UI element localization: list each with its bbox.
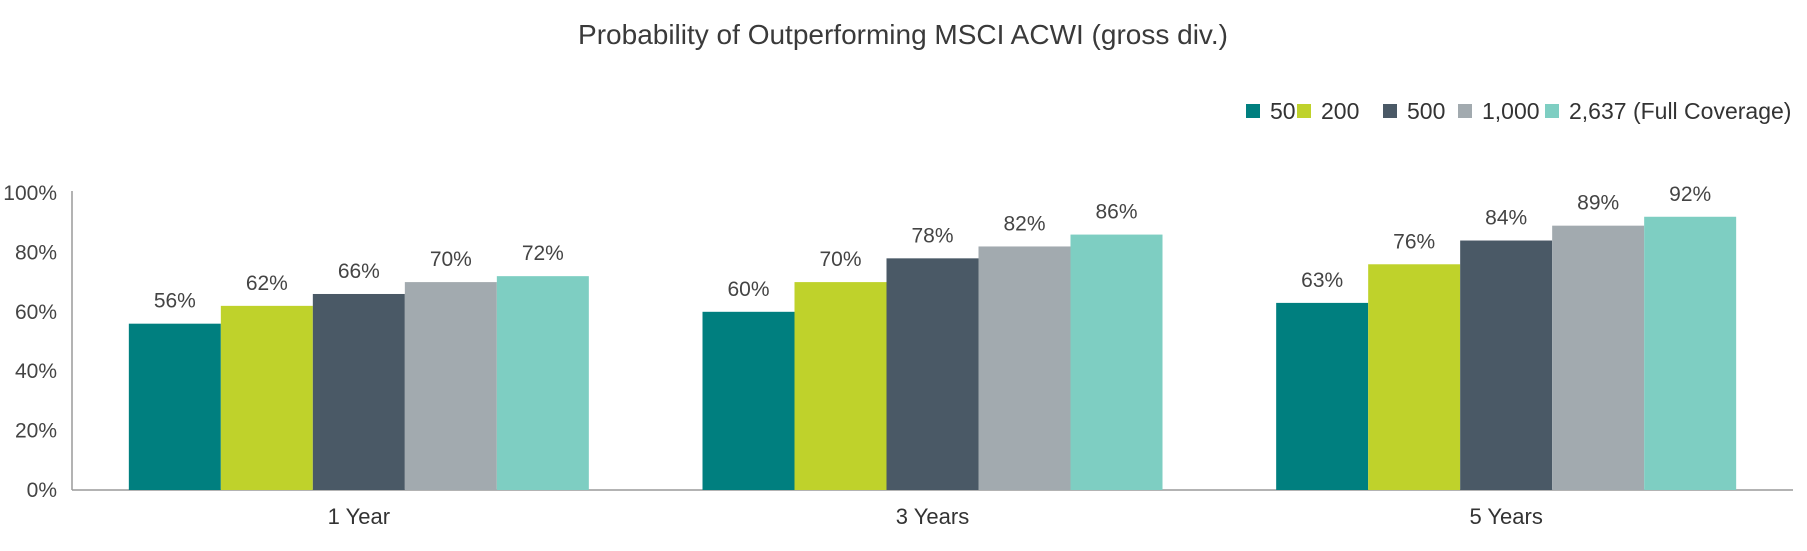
bar-value-label: 60% (727, 278, 769, 301)
bar-value-label: 78% (911, 224, 953, 247)
bar (1368, 264, 1461, 490)
bar-value-label: 92% (1669, 183, 1711, 206)
legend: 50 200 500 1,000 2,637 (Full Coverage) (1246, 98, 1791, 124)
bar (978, 246, 1071, 490)
bars (128, 216, 1737, 491)
legend-swatch (1297, 104, 1311, 118)
x-category-label: 1 Year (328, 504, 390, 529)
legend-swatch (1458, 104, 1472, 118)
y-tick-label: 60% (15, 301, 57, 324)
legend-swatch (1383, 104, 1397, 118)
bar-value-label: 70% (430, 248, 472, 271)
bar-value-label: 86% (1095, 201, 1137, 224)
bar-value-label: 56% (154, 290, 196, 313)
bar-value-label: 82% (1003, 212, 1045, 235)
bar (1552, 225, 1645, 491)
bar (1460, 240, 1553, 490)
bar (312, 293, 405, 490)
legend-swatch (1545, 104, 1559, 118)
y-tick-label: 40% (15, 360, 57, 383)
legend-label: 2,637 (Full Coverage) (1569, 98, 1791, 124)
legend-label: 1,000 (1482, 98, 1540, 124)
bar (702, 311, 795, 490)
data-labels: 56% 62% 66% 70% 72% 60% 70% 78% 82% 86% 63% 76% 84% 8… (154, 183, 1711, 313)
bar (1070, 234, 1163, 490)
chart-title: Probability of Outperforming MSCI ACWI (… (578, 19, 1228, 50)
bar (220, 305, 313, 490)
x-axis: 1 Year 3 Years 5 Years (72, 489, 1793, 529)
bar (794, 282, 887, 490)
bar-value-label: 72% (522, 242, 564, 265)
bar (128, 323, 221, 490)
bar (886, 258, 979, 490)
y-tick-label: 0% (27, 479, 57, 502)
x-category-label: 3 Years (896, 504, 969, 529)
bar-value-label: 89% (1577, 192, 1619, 215)
y-tick-label: 20% (15, 420, 57, 443)
legend-label: 500 (1407, 98, 1445, 124)
y-tick-label: 100% (3, 182, 57, 205)
bar (404, 282, 497, 490)
bar (1276, 302, 1369, 490)
legend-swatch (1246, 104, 1260, 118)
bar-value-label: 66% (338, 260, 380, 283)
bar-value-label: 84% (1485, 207, 1527, 230)
x-category-label: 5 Years (1469, 504, 1542, 529)
bar-value-label: 76% (1393, 230, 1435, 253)
bar-value-label: 63% (1301, 269, 1343, 292)
y-axis: 0% 20% 40% 60% 80% 100% (3, 182, 73, 502)
legend-label: 50 (1270, 98, 1296, 124)
bar (1644, 216, 1737, 490)
bar (496, 276, 589, 490)
y-tick-label: 80% (15, 241, 57, 264)
bar-value-label: 70% (819, 248, 861, 271)
bar-value-label: 62% (246, 272, 288, 295)
legend-label: 200 (1321, 98, 1359, 124)
